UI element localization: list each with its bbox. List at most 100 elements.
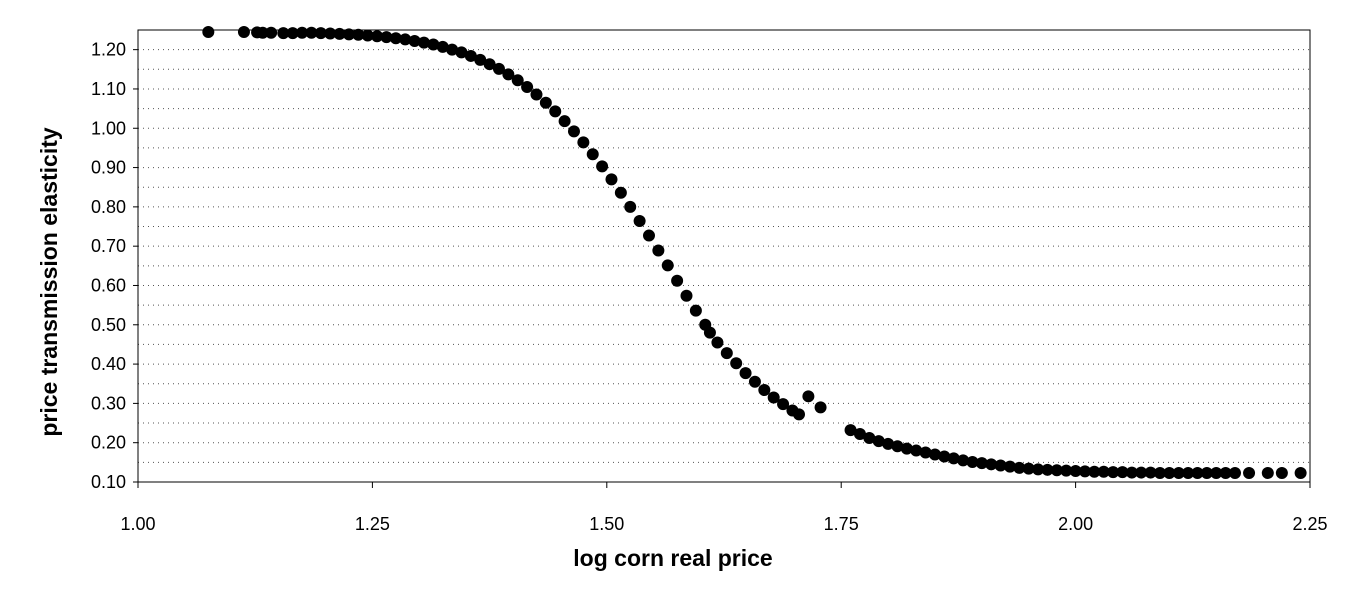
y-tick-label: 0.30	[91, 393, 126, 413]
data-point	[202, 25, 215, 38]
data-point	[342, 28, 355, 41]
data-point	[314, 27, 327, 40]
data-point	[1107, 466, 1120, 479]
data-point	[408, 35, 421, 48]
y-tick-label: 1.10	[91, 79, 126, 99]
data-point	[1097, 465, 1110, 478]
data-point	[919, 446, 932, 459]
data-point	[1153, 466, 1166, 479]
data-point	[483, 58, 496, 71]
data-point	[703, 326, 716, 339]
data-point	[296, 26, 309, 39]
data-point	[1200, 466, 1213, 479]
data-point	[882, 437, 895, 450]
data-point	[549, 105, 562, 118]
data-point	[1210, 466, 1223, 479]
data-point	[577, 136, 590, 149]
data-point	[777, 398, 790, 411]
data-point	[492, 62, 505, 75]
data-points	[202, 25, 1307, 479]
data-point	[853, 428, 866, 441]
data-point	[399, 33, 412, 46]
data-point	[567, 125, 580, 138]
data-point	[521, 80, 534, 93]
data-point	[966, 455, 979, 468]
y-tick-label: 0.90	[91, 158, 126, 178]
data-point	[1069, 464, 1082, 477]
data-point	[739, 367, 752, 380]
y-axis: 0.10 0.20 0.30 0.40 0.50 0.60 0.70 0.80 0.90 1.00…	[91, 40, 138, 492]
data-point	[286, 27, 299, 40]
data-point	[900, 442, 913, 455]
data-point	[530, 88, 543, 101]
y-axis-title: price transmission elasticity	[36, 127, 62, 437]
data-point	[265, 26, 278, 39]
data-point	[767, 391, 780, 404]
x-tick-label: 2.25	[1292, 514, 1327, 534]
data-point	[417, 36, 430, 49]
data-point	[680, 289, 693, 302]
y-tick-label: 1.00	[91, 118, 126, 138]
data-point	[1163, 466, 1176, 479]
data-point	[1243, 466, 1256, 479]
x-tick-label: 1.50	[589, 514, 624, 534]
data-point	[427, 38, 440, 51]
data-point	[1172, 466, 1185, 479]
y-tick-label: 0.80	[91, 197, 126, 217]
data-point	[730, 357, 743, 370]
data-point	[1191, 466, 1204, 479]
data-point	[985, 458, 998, 471]
data-point	[474, 53, 487, 66]
data-point	[511, 74, 524, 87]
data-point	[324, 27, 337, 40]
data-point	[256, 26, 269, 39]
data-point	[624, 200, 637, 213]
data-point	[371, 30, 384, 43]
data-point	[539, 96, 552, 109]
data-point	[1275, 466, 1288, 479]
data-point	[748, 375, 761, 388]
x-tick-label: 2.00	[1058, 514, 1093, 534]
data-point	[872, 435, 885, 448]
data-point	[1060, 464, 1073, 477]
y-tick-label: 0.70	[91, 236, 126, 256]
data-point	[652, 244, 665, 257]
data-point	[891, 440, 904, 453]
plot-frame	[137, 29, 1311, 483]
data-point	[436, 40, 449, 53]
y-tick-label: 0.20	[91, 433, 126, 453]
x-axis: 1.00 1.25 1.50 1.75 2.00 2.25	[120, 482, 1328, 534]
data-point	[558, 115, 571, 128]
data-point	[910, 444, 923, 457]
data-point	[928, 448, 941, 461]
data-point	[1144, 466, 1157, 479]
data-point	[380, 31, 393, 44]
data-point	[975, 457, 988, 470]
grid-lines	[138, 49, 1310, 463]
data-point	[947, 452, 960, 465]
data-point	[1125, 466, 1138, 479]
data-point	[642, 229, 655, 242]
data-point	[277, 27, 290, 40]
data-point	[237, 25, 250, 38]
y-tick-label: 0.50	[91, 315, 126, 335]
data-point	[1182, 466, 1195, 479]
data-point	[361, 29, 374, 42]
y-tick-label: 0.10	[91, 472, 126, 492]
data-point	[1041, 463, 1054, 476]
x-tick-label: 1.25	[355, 514, 390, 534]
data-point	[957, 454, 970, 467]
data-point	[1032, 463, 1045, 476]
data-point	[671, 274, 684, 287]
data-point	[1013, 461, 1026, 474]
data-point	[455, 46, 468, 59]
data-point	[633, 215, 646, 228]
data-point	[446, 43, 459, 56]
data-point	[720, 347, 733, 360]
data-point	[863, 431, 876, 444]
data-point	[305, 26, 318, 39]
data-point	[389, 32, 402, 45]
data-point	[1219, 466, 1232, 479]
y-tick-label: 0.40	[91, 354, 126, 374]
data-point	[1003, 460, 1016, 473]
